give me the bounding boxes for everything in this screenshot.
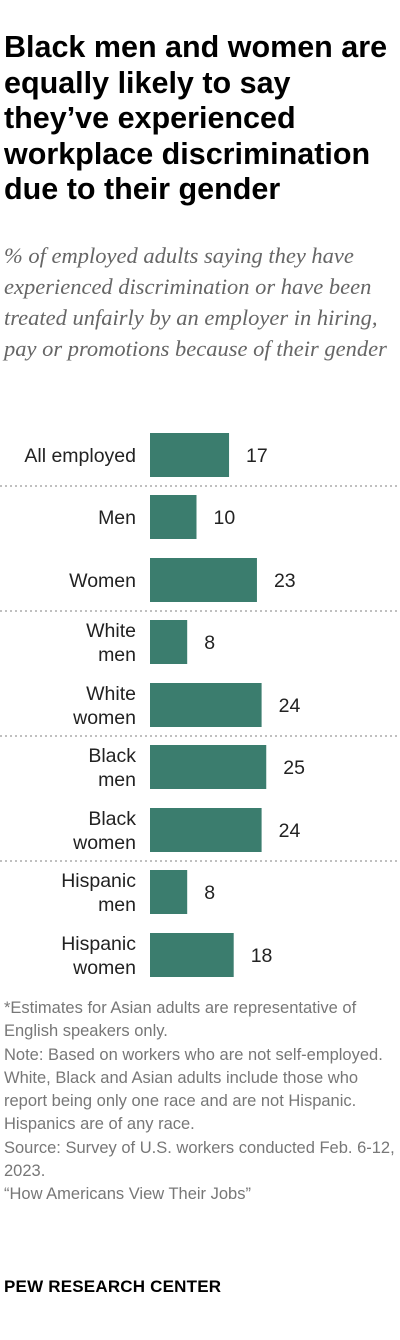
- data-label: 8: [204, 882, 215, 904]
- data-label: 8: [204, 632, 215, 654]
- category-label: Black: [88, 745, 136, 767]
- publisher-logo: PEW RESEARCH CENTER: [4, 1277, 222, 1296]
- bar: [150, 433, 230, 477]
- asterisk-note: *Estimates for Asian adults are represen…: [4, 999, 357, 1041]
- category-label: All employed: [24, 445, 136, 467]
- bar: [150, 558, 257, 602]
- data-label: 24: [279, 820, 301, 842]
- data-label: 23: [274, 570, 296, 592]
- category-label: White: [86, 683, 136, 705]
- data-label: 17: [246, 445, 268, 467]
- category-label: Hispanic: [61, 870, 136, 892]
- category-label: Black: [88, 808, 136, 830]
- category-label: women: [72, 832, 136, 854]
- bar: [150, 808, 262, 852]
- category-label: Women: [69, 570, 136, 592]
- category-label: Men: [98, 507, 136, 529]
- chart-subtitle: % of employed adults saying they have ex…: [4, 243, 387, 361]
- category-label: men: [98, 644, 136, 666]
- bar: [150, 620, 188, 664]
- bar: [150, 495, 197, 539]
- category-label: men: [98, 769, 136, 791]
- category-label: Hispanic: [61, 933, 136, 955]
- bar: [150, 683, 262, 727]
- source-note: Source: Survey of U.S. workers conducted…: [4, 1138, 395, 1181]
- data-label: 18: [251, 945, 273, 967]
- data-label: 24: [279, 695, 301, 717]
- methodology-note: Note: Based on workers who are not self-…: [4, 1045, 383, 1134]
- bar: [150, 933, 234, 977]
- bar: [150, 870, 188, 914]
- category-label: men: [98, 894, 136, 916]
- data-label: 10: [214, 507, 236, 529]
- report-title: “How Americans View Their Jobs”: [4, 1185, 251, 1204]
- data-label: 25: [283, 757, 305, 779]
- category-label: women: [72, 957, 136, 979]
- category-label: White: [86, 620, 136, 642]
- chart-notes: *Estimates for Asian adults are represen…: [4, 997, 398, 1207]
- chart-title: Black men and women are equally likely t…: [4, 30, 388, 206]
- category-label: women: [72, 707, 136, 729]
- bar: [150, 745, 267, 789]
